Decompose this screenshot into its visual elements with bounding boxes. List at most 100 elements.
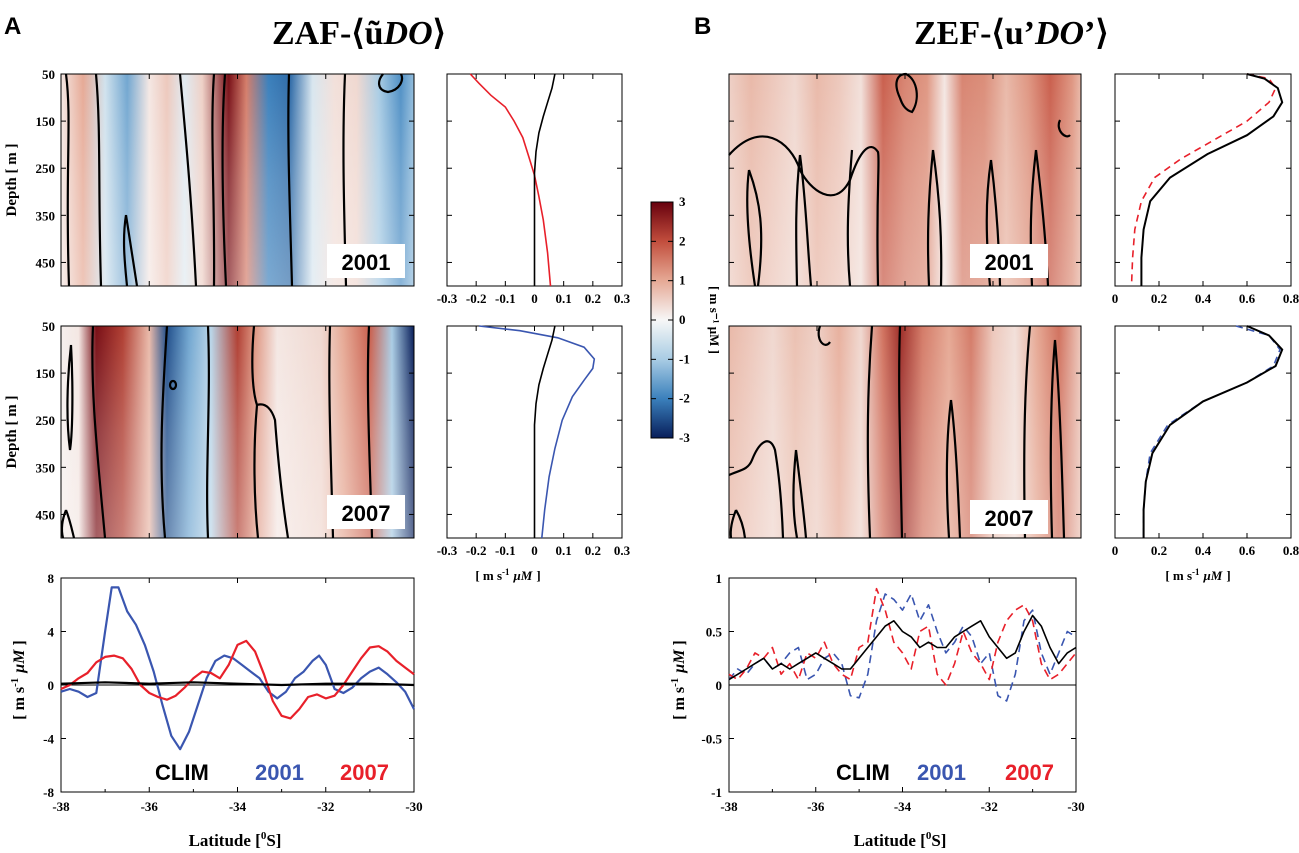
profile-a-profile-2001: -0.3 -0.2 -0.1 0 0.1 0.2 0.3 xyxy=(437,73,631,306)
profile-line-clim xyxy=(1140,73,1284,286)
profile-b-profile-2001: 0 0.2 0.4 0.6 0.8 xyxy=(1112,73,1299,306)
profile-xtick-label: -0.2 xyxy=(466,543,487,558)
svg-text:2007: 2007 xyxy=(985,506,1034,531)
heatmap-ytick-label: 450 xyxy=(36,255,56,270)
profile-xtick-label: 0.2 xyxy=(1151,291,1167,306)
series-line-2001 xyxy=(60,586,415,751)
profile-line-clim xyxy=(533,325,556,538)
heatmap-ytick-label: 250 xyxy=(36,413,56,428)
lines-a-xlabel: Latitude [0S] xyxy=(189,830,282,850)
heatmap-ytick-label: 450 xyxy=(36,507,56,522)
profile-xtick-label: 0 xyxy=(531,291,538,306)
linechart-xtick-label: -36 xyxy=(807,799,825,814)
svg-text:2007: 2007 xyxy=(342,501,391,526)
colorbar-tick-label: 2 xyxy=(679,233,686,248)
series-line-clim xyxy=(728,614,1077,681)
colorbar-tick-label: -1 xyxy=(679,351,690,366)
linechart-xtick-label: -36 xyxy=(141,799,159,814)
linechart-ytick-label: -4 xyxy=(43,732,54,747)
colorbar-tick-label: 0 xyxy=(679,312,686,327)
series-line-clim xyxy=(60,681,415,687)
legend-b: CLIM 2001 2007 xyxy=(836,760,1054,785)
heatmap-a-2001 xyxy=(60,73,415,287)
profile-xtick-label: 0 xyxy=(1112,543,1119,558)
profile-a-xlabel: [ m s-1 μM] xyxy=(475,567,540,583)
year-label-a-2001: 2001 xyxy=(327,244,405,278)
depth-label-a-2007: Depth [ m ] xyxy=(4,396,20,469)
profile-frame xyxy=(1114,325,1292,539)
lines-b-xlabel: Latitude [0S] xyxy=(854,830,947,850)
linechart-ytick-label: 0.5 xyxy=(706,625,723,640)
linechart-ytick-label: 8 xyxy=(48,571,55,586)
linechart-xtick-label: -32 xyxy=(981,799,998,814)
linechart-ytick-label: -1 xyxy=(711,785,722,800)
profile-xtick-label: -0.1 xyxy=(495,291,516,306)
heatmap-ytick-label: 150 xyxy=(36,114,56,129)
lines-b-ylabel: [ m s-1μM] xyxy=(669,640,688,720)
legend-b-clim: CLIM xyxy=(836,760,890,785)
profile-xtick-label: 0.4 xyxy=(1195,543,1212,558)
svg-text:2001: 2001 xyxy=(342,250,391,275)
linechart-xtick-label: -34 xyxy=(229,799,247,814)
legend-a-clim: CLIM xyxy=(155,760,209,785)
linechart-ytick-label: -0.5 xyxy=(701,732,722,747)
year-label-b-2007: 2007 xyxy=(970,500,1048,534)
colorbar-tick-label: 3 xyxy=(679,194,686,209)
linechart-ytick-label: -8 xyxy=(43,785,54,800)
profile-xtick-label: 0.8 xyxy=(1283,543,1299,558)
linechart-ytick-label: 0 xyxy=(716,678,723,693)
profile-xtick-label: -0.2 xyxy=(466,291,487,306)
legend-b-2001: 2001 xyxy=(917,760,966,785)
lines-a-ylabel: [ m s-1μM] xyxy=(9,640,28,720)
heatmap-ytick-label: 50 xyxy=(42,67,55,82)
colorbar-tick-label: -2 xyxy=(679,391,690,406)
profile-xtick-label: 0 xyxy=(1112,291,1119,306)
contour-lines-b-2001 xyxy=(728,72,1071,287)
profile-xtick-label: 0.2 xyxy=(1151,543,1167,558)
profile-line-2007 xyxy=(479,325,596,539)
linechart-xtick-label: -38 xyxy=(720,799,738,814)
linechart-ytick-label: 1 xyxy=(716,571,723,586)
profile-xtick-label: 0.6 xyxy=(1239,291,1256,306)
legend-a: CLIM 2001 2007 xyxy=(155,760,389,785)
svg-text:2001: 2001 xyxy=(985,250,1034,275)
heatmap-ytick-label: 150 xyxy=(36,366,56,381)
series-line-2001 xyxy=(728,593,1077,702)
profile-xtick-label: -0.3 xyxy=(437,291,458,306)
profile-xtick-label: 0.6 xyxy=(1239,543,1256,558)
profile-xtick-label: 0.4 xyxy=(1195,291,1212,306)
legend-a-2007: 2007 xyxy=(340,760,389,785)
heatmap-ytick-label: 250 xyxy=(36,161,56,176)
linechart-xtick-label: -38 xyxy=(52,799,70,814)
panel-letter-a: A xyxy=(4,13,21,40)
heatmap-ytick-label: 350 xyxy=(36,208,56,223)
linechart-ytick-label: 0 xyxy=(48,678,55,693)
colorbar-label: [ m s⁻¹ μM ] xyxy=(707,286,722,354)
legend-b-2007: 2007 xyxy=(1005,760,1054,785)
profile-b-xlabel: [ m s-1 μM] xyxy=(1165,567,1230,583)
profile-xtick-label: 0.3 xyxy=(614,543,631,558)
profile-xtick-label: 0.1 xyxy=(556,543,572,558)
profile-xtick-label: 0.2 xyxy=(585,543,601,558)
title-b: ZEF-⟨u’DO’⟩ xyxy=(914,15,1109,52)
linechart-ytick-label: 4 xyxy=(48,625,55,640)
profile-xtick-label: 0 xyxy=(531,543,538,558)
panel-letter-b: B xyxy=(694,13,711,40)
series-line-2007 xyxy=(728,587,1077,686)
profile-line-2001 xyxy=(469,73,552,287)
heatmap-b-2001 xyxy=(728,72,1082,287)
profile-xtick-label: 0.3 xyxy=(614,291,631,306)
profile-xtick-label: -0.1 xyxy=(495,543,516,558)
colorbar-tick-label: 1 xyxy=(679,273,686,288)
depth-label-a-2001: Depth [ m ] xyxy=(4,144,20,217)
linechart-b-lines: -38 -36 -34 -32 -30 1 0.5 0 -0.5 -1 xyxy=(701,571,1084,814)
linechart-xtick-label: -30 xyxy=(1067,799,1084,814)
linechart-xtick-label: -32 xyxy=(317,799,334,814)
heatmap-axes: 50 150 250 350 450 50 150 250 350 450 xyxy=(36,67,1082,538)
profile-xtick-label: 0.1 xyxy=(556,291,572,306)
colorbar-tick-label: -3 xyxy=(679,430,690,445)
linechart-xtick-label: -30 xyxy=(405,799,422,814)
profile-xtick-label: -0.3 xyxy=(437,543,458,558)
series-line-2007 xyxy=(60,639,415,720)
